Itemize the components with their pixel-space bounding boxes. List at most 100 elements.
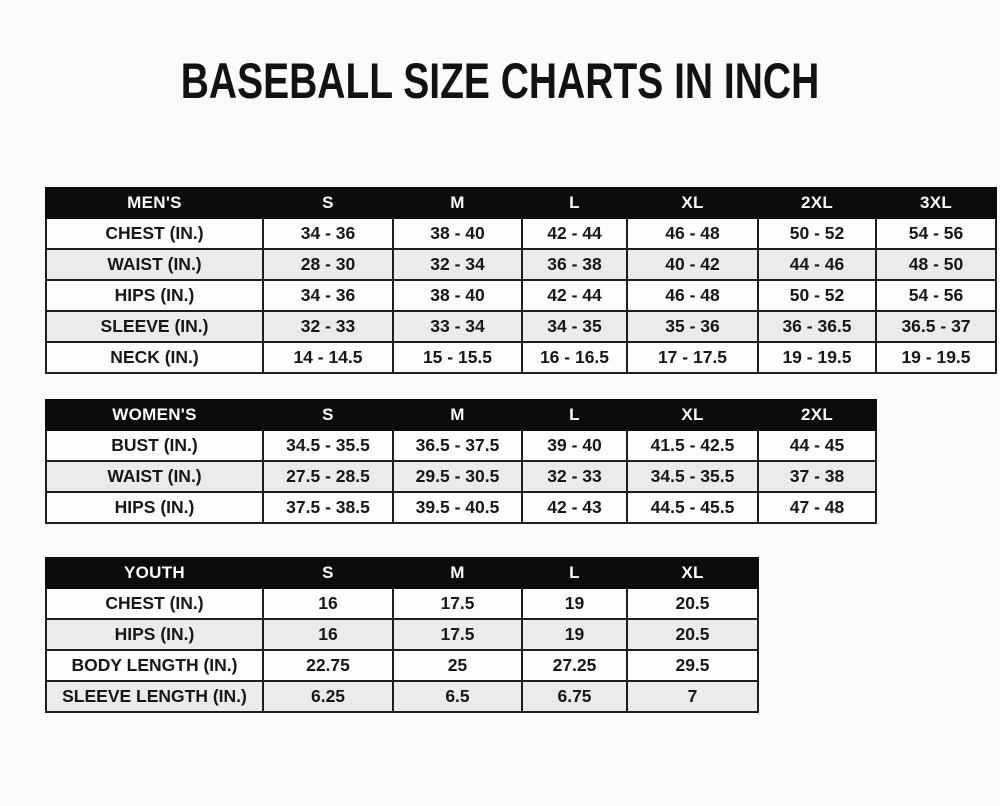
- size-value-cell: 32 - 34: [392, 248, 523, 281]
- table-row: HIPS (IN.) 16 17.5 19 20.5: [45, 618, 759, 651]
- measurement-row-label: NECK (IN.): [45, 341, 264, 374]
- header-row: WOMEN'S S M L XL 2XL: [45, 399, 877, 431]
- size-column-header: L: [521, 187, 628, 219]
- size-value-cell: 35 - 36: [626, 310, 759, 343]
- size-value-cell: 20.5: [626, 587, 759, 620]
- size-value-cell: 34.5 - 35.5: [262, 429, 394, 462]
- size-value-cell: 41.5 - 42.5: [626, 429, 759, 462]
- measurement-row-label: SLEEVE LENGTH (IN.): [45, 680, 264, 713]
- size-value-cell: 34 - 36: [262, 279, 394, 312]
- size-value-cell: 17.5: [392, 618, 523, 651]
- size-column-header: 2XL: [757, 399, 877, 431]
- table-row: NECK (IN.) 14 - 14.5 15 - 15.5 16 - 16.5 17 …: [45, 341, 997, 374]
- size-value-cell: 19 - 19.5: [757, 341, 877, 374]
- size-value-cell: 39 - 40: [521, 429, 628, 462]
- size-column-header: 2XL: [757, 187, 877, 219]
- size-value-cell: 46 - 48: [626, 217, 759, 250]
- measurement-row-label: HIPS (IN.): [45, 279, 264, 312]
- size-column-header: M: [392, 187, 523, 219]
- size-value-cell: 19: [521, 618, 628, 651]
- size-value-cell: 34.5 - 35.5: [626, 460, 759, 493]
- size-column-header: S: [262, 187, 394, 219]
- table-row: CHEST (IN.) 34 - 36 38 - 40 42 - 44 46 - 48 5…: [45, 217, 997, 250]
- size-value-cell: 16: [262, 618, 394, 651]
- youth-size-table: YOUTH S M L XL CHEST (IN.) 16 17.5 19 20.5 HIPS (I…: [45, 557, 759, 713]
- header-row: MEN'S S M L XL 2XL 3XL: [45, 187, 997, 219]
- size-value-cell: 44 - 46: [757, 248, 877, 281]
- table-row: HIPS (IN.) 37.5 - 38.5 39.5 - 40.5 42 - 43 4…: [45, 491, 877, 524]
- size-column-header: XL: [626, 187, 759, 219]
- size-value-cell: 39.5 - 40.5: [392, 491, 523, 524]
- header-row: YOUTH S M L XL: [45, 557, 759, 589]
- table-row: WAIST (IN.) 28 - 30 32 - 34 36 - 38 40 - 42 4…: [45, 248, 997, 281]
- table-row: WAIST (IN.) 27.5 - 28.5 29.5 - 30.5 32 - 33…: [45, 460, 877, 493]
- measurement-row-label: BUST (IN.): [45, 429, 264, 462]
- table-row: HIPS (IN.) 34 - 36 38 - 40 42 - 44 46 - 48 50…: [45, 279, 997, 312]
- size-value-cell: 44.5 - 45.5: [626, 491, 759, 524]
- table-row: BUST (IN.) 34.5 - 35.5 36.5 - 37.5 39 - 40 4…: [45, 429, 877, 462]
- measurement-row-label: HIPS (IN.): [45, 491, 264, 524]
- table-row: SLEEVE LENGTH (IN.) 6.25 6.5 6.75 7: [45, 680, 759, 713]
- size-value-cell: 27.25: [521, 649, 628, 682]
- size-value-cell: 6.75: [521, 680, 628, 713]
- size-value-cell: 14 - 14.5: [262, 341, 394, 374]
- size-value-cell: 36.5 - 37.5: [392, 429, 523, 462]
- size-value-cell: 17.5: [392, 587, 523, 620]
- size-value-cell: 50 - 52: [757, 217, 877, 250]
- table-title-cell: YOUTH: [45, 557, 264, 589]
- size-value-cell: 32 - 33: [262, 310, 394, 343]
- size-value-cell: 50 - 52: [757, 279, 877, 312]
- size-value-cell: 34 - 36: [262, 217, 394, 250]
- size-value-cell: 36 - 36.5: [757, 310, 877, 343]
- size-value-cell: 54 - 56: [875, 217, 997, 250]
- size-column-header: 3XL: [875, 187, 997, 219]
- size-value-cell: 33 - 34: [392, 310, 523, 343]
- size-value-cell: 34 - 35: [521, 310, 628, 343]
- size-value-cell: 42 - 43: [521, 491, 628, 524]
- measurement-row-label: HIPS (IN.): [45, 618, 264, 651]
- measurement-row-label: CHEST (IN.): [45, 217, 264, 250]
- mens-size-table: MEN'S S M L XL 2XL 3XL CHEST (IN.) 34 - 36 38 - 4…: [45, 187, 997, 374]
- size-value-cell: 38 - 40: [392, 279, 523, 312]
- table-row: SLEEVE (IN.) 32 - 33 33 - 34 34 - 35 35 - 36…: [45, 310, 997, 343]
- measurement-row-label: BODY LENGTH (IN.): [45, 649, 264, 682]
- size-column-header: M: [392, 557, 523, 589]
- table-title-cell: MEN'S: [45, 187, 264, 219]
- size-value-cell: 32 - 33: [521, 460, 628, 493]
- table-title-cell: WOMEN'S: [45, 399, 264, 431]
- size-value-cell: 28 - 30: [262, 248, 394, 281]
- size-value-cell: 7: [626, 680, 759, 713]
- measurement-row-label: CHEST (IN.): [45, 587, 264, 620]
- size-value-cell: 36.5 - 37: [875, 310, 997, 343]
- size-column-header: S: [262, 399, 394, 431]
- table-row: CHEST (IN.) 16 17.5 19 20.5: [45, 587, 759, 620]
- size-value-cell: 37 - 38: [757, 460, 877, 493]
- measurement-row-label: SLEEVE (IN.): [45, 310, 264, 343]
- size-column-header: XL: [626, 399, 759, 431]
- size-value-cell: 37.5 - 38.5: [262, 491, 394, 524]
- measurement-row-label: WAIST (IN.): [45, 248, 264, 281]
- size-value-cell: 36 - 38: [521, 248, 628, 281]
- size-value-cell: 17 - 17.5: [626, 341, 759, 374]
- size-value-cell: 42 - 44: [521, 279, 628, 312]
- size-column-header: XL: [626, 557, 759, 589]
- table-row: BODY LENGTH (IN.) 22.75 25 27.25 29.5: [45, 649, 759, 682]
- size-value-cell: 15 - 15.5: [392, 341, 523, 374]
- page-title: BASEBALL SIZE CHARTS IN INCH: [180, 53, 820, 109]
- size-value-cell: 29.5 - 30.5: [392, 460, 523, 493]
- size-value-cell: 16: [262, 587, 394, 620]
- size-value-cell: 6.5: [392, 680, 523, 713]
- size-value-cell: 27.5 - 28.5: [262, 460, 394, 493]
- size-value-cell: 25: [392, 649, 523, 682]
- size-value-cell: 6.25: [262, 680, 394, 713]
- size-value-cell: 42 - 44: [521, 217, 628, 250]
- size-value-cell: 16 - 16.5: [521, 341, 628, 374]
- size-value-cell: 54 - 56: [875, 279, 997, 312]
- size-value-cell: 19: [521, 587, 628, 620]
- size-value-cell: 29.5: [626, 649, 759, 682]
- size-column-header: S: [262, 557, 394, 589]
- size-value-cell: 44 - 45: [757, 429, 877, 462]
- size-value-cell: 40 - 42: [626, 248, 759, 281]
- size-value-cell: 20.5: [626, 618, 759, 651]
- size-value-cell: 48 - 50: [875, 248, 997, 281]
